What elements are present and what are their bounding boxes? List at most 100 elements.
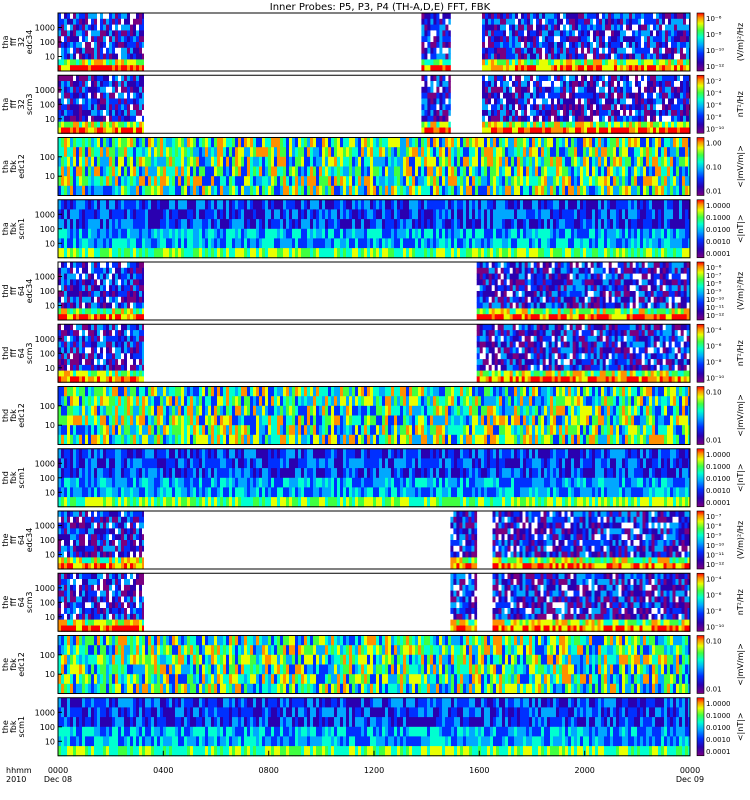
heatmap-cell bbox=[497, 75, 500, 81]
heatmap-cell bbox=[512, 81, 515, 87]
heatmap-cell bbox=[358, 229, 361, 239]
heatmap-cell bbox=[682, 200, 685, 210]
heatmap-cell bbox=[289, 209, 292, 219]
heatmap-cell bbox=[421, 13, 424, 19]
heatmap-cell bbox=[145, 167, 148, 177]
heatmap-cell bbox=[623, 19, 626, 25]
heatmap-cell bbox=[536, 93, 539, 99]
heatmap-cell bbox=[175, 219, 178, 229]
heatmap-cell bbox=[668, 19, 671, 25]
heatmap-cell bbox=[632, 110, 635, 116]
heatmap-cell bbox=[557, 48, 560, 54]
heatmap-cell bbox=[109, 248, 112, 258]
heatmap-cell bbox=[73, 116, 76, 122]
heatmap-cell bbox=[58, 19, 61, 25]
heatmap-cell bbox=[124, 87, 127, 93]
heatmap-cell bbox=[343, 138, 346, 148]
heatmap-cell bbox=[626, 99, 629, 105]
heatmap-cell bbox=[265, 209, 268, 219]
heatmap-cell bbox=[73, 104, 76, 110]
heatmap-cell bbox=[508, 167, 511, 177]
heatmap-cell bbox=[298, 238, 301, 248]
heatmap-cell bbox=[424, 248, 427, 258]
heatmap-cell bbox=[676, 147, 679, 157]
heatmap-cell bbox=[298, 229, 301, 239]
heatmap-cell bbox=[148, 229, 151, 239]
heatmap-cell bbox=[527, 81, 530, 87]
heatmap-cell bbox=[223, 200, 226, 210]
heatmap-cell bbox=[217, 186, 220, 196]
heatmap-cell bbox=[641, 122, 644, 128]
heatmap-cell bbox=[593, 30, 596, 36]
heatmap-cell bbox=[148, 176, 151, 186]
heatmap-cell bbox=[526, 157, 529, 167]
heatmap-cell bbox=[535, 238, 538, 248]
heatmap-cell bbox=[677, 116, 680, 122]
heatmap-cell bbox=[628, 219, 631, 229]
heatmap-cell bbox=[680, 30, 683, 36]
heatmap-cell bbox=[67, 248, 70, 258]
heatmap-cell bbox=[88, 219, 91, 229]
heatmap-cell bbox=[653, 13, 656, 19]
heatmap-cell bbox=[488, 110, 491, 116]
heatmap-cell bbox=[73, 81, 76, 87]
heatmap-cell bbox=[641, 48, 644, 54]
heatmap-cell bbox=[394, 157, 397, 167]
heatmap-cell bbox=[70, 274, 73, 280]
heatmap-cell bbox=[58, 147, 61, 157]
heatmap-cell bbox=[518, 19, 521, 25]
heatmap-cell bbox=[364, 186, 367, 196]
heatmap-cell bbox=[214, 186, 217, 196]
heatmap-cell bbox=[430, 25, 433, 31]
heatmap-cell bbox=[466, 229, 469, 239]
heatmap-cell bbox=[334, 167, 337, 177]
heatmap-cell bbox=[382, 209, 385, 219]
heatmap-cell bbox=[151, 238, 154, 248]
heatmap-cell bbox=[229, 138, 232, 148]
heatmap-cell bbox=[82, 48, 85, 54]
heatmap-cell bbox=[632, 19, 635, 25]
heatmap-cell bbox=[686, 36, 689, 42]
heatmap-cell bbox=[640, 167, 643, 177]
heatmap-cell bbox=[58, 93, 61, 99]
heatmap-cell bbox=[94, 36, 97, 42]
heatmap-cell bbox=[64, 138, 67, 148]
heatmap-cell bbox=[485, 59, 488, 65]
heatmap-cell bbox=[178, 147, 181, 157]
heatmap-cell bbox=[611, 104, 614, 110]
heatmap-cell bbox=[557, 13, 560, 19]
heatmap-cell bbox=[364, 209, 367, 219]
heatmap-cell bbox=[310, 176, 313, 186]
heatmap-cell bbox=[403, 157, 406, 167]
heatmap-cell bbox=[488, 81, 491, 87]
heatmap-cell bbox=[478, 248, 481, 258]
heatmap-cell bbox=[602, 110, 605, 116]
heatmap-cell bbox=[611, 25, 614, 31]
heatmap-cell bbox=[343, 186, 346, 196]
heatmap-cell bbox=[67, 297, 70, 303]
heatmap-cell bbox=[517, 200, 520, 210]
heatmap-cell bbox=[671, 81, 674, 87]
heatmap-cell bbox=[646, 138, 649, 148]
heatmap-cell bbox=[524, 93, 527, 99]
heatmap-cell bbox=[196, 138, 199, 148]
heatmap-cell bbox=[421, 167, 424, 177]
heatmap-cell bbox=[442, 36, 445, 42]
heatmap-cell bbox=[533, 13, 536, 19]
heatmap-cell bbox=[680, 59, 683, 65]
heatmap-cell bbox=[674, 99, 677, 105]
heatmap-cell bbox=[430, 42, 433, 48]
heatmap-cell bbox=[616, 209, 619, 219]
heatmap-cell bbox=[574, 200, 577, 210]
heatmap-cell bbox=[499, 176, 502, 186]
heatmap-cell bbox=[415, 167, 418, 177]
heatmap-cell bbox=[205, 209, 208, 219]
heatmap-cell bbox=[442, 59, 445, 65]
heatmap-cell bbox=[127, 81, 130, 87]
heatmap-cell bbox=[538, 219, 541, 229]
heatmap-cell bbox=[289, 248, 292, 258]
heatmap-cell bbox=[124, 25, 127, 31]
heatmap-cell bbox=[622, 167, 625, 177]
heatmap-cell bbox=[64, 297, 67, 303]
heatmap-cell bbox=[670, 238, 673, 248]
